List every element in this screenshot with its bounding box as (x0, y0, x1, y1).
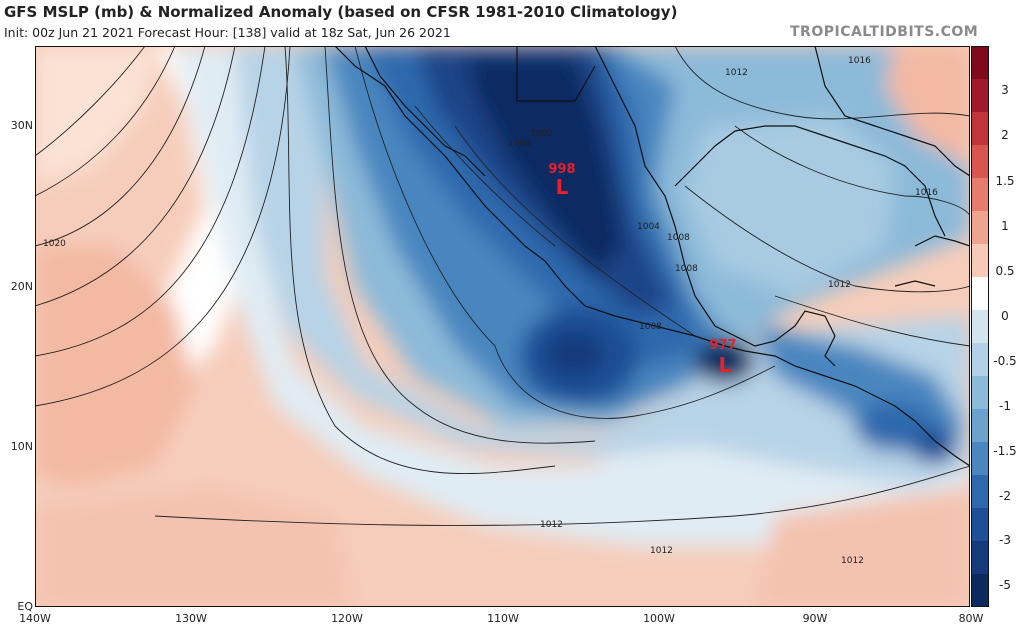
isobar-label: 1012 (725, 68, 748, 78)
map-title: GFS MSLP (mb) & Normalized Anomaly (base… (4, 3, 678, 21)
low-pressure-symbol: L (556, 175, 569, 199)
brand-watermark[interactable]: TROPICALTIDBITS.COM (790, 24, 979, 40)
lon-label-110w: 110W (487, 612, 519, 625)
colorbar-cell (971, 442, 989, 476)
lat-label-eq: EQ (17, 600, 33, 613)
low-pressure-value: 998 (548, 162, 575, 177)
colorbar (971, 46, 989, 607)
lat-label-10n: 10N (10, 440, 33, 453)
colorbar-label: -1 (999, 399, 1011, 413)
isobar-label: 1016 (915, 188, 938, 198)
colorbar-label: 3 (1001, 83, 1009, 97)
anomaly-shading (35, 46, 970, 607)
colorbar-label: 0 (1001, 309, 1009, 323)
colorbar-cell (971, 46, 989, 80)
colorbar-cell (971, 508, 989, 542)
colorbar-label: -1.5 (993, 444, 1017, 458)
colorbar-label: -0.5 (993, 354, 1017, 368)
colorbar-label: 1.5 (995, 174, 1015, 188)
isobar-label: 1000 (530, 129, 553, 139)
low-pressure-symbol: L (719, 353, 732, 377)
low-pressure-value: 977 (709, 338, 736, 353)
map-frame (35, 46, 970, 607)
colorbar-cell (971, 79, 989, 113)
low-markers: 998 L 977 L (548, 162, 736, 377)
lon-label-80w: 80W (958, 612, 984, 625)
isobar-labels: 1020 1016 1016 1012 1012 1012 1012 1012 … (43, 56, 938, 566)
colorbar-label: -3 (999, 533, 1011, 547)
isobar-label: 1016 (848, 56, 871, 66)
colorbar-cell (971, 409, 989, 443)
colorbar-cell (971, 343, 989, 377)
lon-label-140w: 140W (19, 612, 51, 625)
isobar-label: 1004 (508, 139, 531, 149)
colorbar-cell (971, 145, 989, 179)
colorbar-cell (971, 475, 989, 509)
anomaly-map[interactable]: 1020 1016 1016 1012 1012 1012 1012 1012 … (35, 46, 970, 607)
isobars (35, 46, 970, 526)
isobar-label: 1008 (639, 322, 662, 332)
isobar-label: 1008 (667, 233, 690, 243)
lat-label-20n: 20N (10, 280, 33, 293)
map-subtitle: Init: 00z Jun 21 2021 Forecast Hour: [13… (4, 25, 451, 40)
colorbar-cell (971, 277, 989, 311)
colorbar-label: 2 (1001, 128, 1009, 142)
colorbar-cell (971, 244, 989, 278)
colorbar-cell (971, 211, 989, 245)
coastlines (334, 46, 970, 467)
colorbar-cell (971, 310, 989, 344)
lon-label-130w: 130W (175, 612, 207, 625)
lon-label-100w: 100W (643, 612, 675, 625)
colorbar-label: -2 (999, 489, 1011, 503)
isobar-label: 1020 (43, 239, 66, 249)
colorbar-cell (971, 178, 989, 212)
isobar-label: 1008 (675, 264, 698, 274)
lat-label-30n: 30N (10, 119, 33, 132)
colorbar-label: 0.5 (995, 264, 1015, 278)
colorbar-cell (971, 376, 989, 410)
isobar-label: 1012 (650, 546, 673, 556)
isobar-label: 1012 (828, 280, 851, 290)
colorbar-label: -5 (999, 578, 1011, 592)
colorbar-label: 1 (1001, 219, 1009, 233)
colorbar-cell (971, 541, 989, 575)
colorbar-cell (971, 112, 989, 146)
isobar-label: 1012 (540, 520, 563, 530)
isobar-label: 1012 (841, 556, 864, 566)
colorbar-cell (971, 574, 989, 607)
lon-label-120w: 120W (331, 612, 363, 625)
isobar-label: 1004 (637, 222, 660, 232)
lon-label-90w: 90W (802, 612, 828, 625)
